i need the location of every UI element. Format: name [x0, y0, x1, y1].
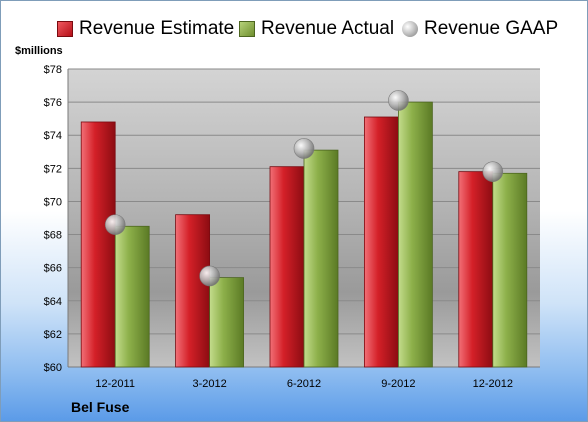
x-tick-label: 12-2011 — [95, 378, 135, 390]
y-tick-label: $68 — [44, 230, 62, 242]
y-tick-label: $66 — [44, 263, 62, 275]
bar-revenue-estimate — [458, 171, 494, 368]
x-tick-label: 9-2012 — [381, 378, 415, 390]
y-tick-label: $64 — [44, 296, 62, 308]
bar-revenue-estimate — [175, 214, 211, 368]
marker-revenue-gaap — [482, 161, 504, 182]
bar-revenue-actual — [209, 277, 245, 368]
legend-item-revenue-estimate: Revenue Estimate — [57, 15, 234, 43]
bar-revenue-actual — [114, 225, 150, 368]
x-tick-label: 6-2012 — [287, 378, 321, 390]
legend-swatch-gaap — [402, 21, 418, 37]
y-tick-label: $62 — [44, 329, 62, 341]
x-tick-label: 3-2012 — [192, 378, 226, 390]
marker-revenue-gaap — [104, 214, 126, 235]
marker-revenue-gaap — [388, 90, 409, 111]
company-label: Bel Fuse — [71, 399, 130, 415]
y-tick-label: $60 — [44, 362, 62, 374]
y-tick-label: $72 — [44, 163, 62, 175]
legend: Revenue Estimate Revenue Actual Revenue … — [1, 15, 587, 43]
bar-revenue-actual — [303, 149, 339, 368]
legend-swatch-estimate — [57, 21, 73, 37]
bar-revenue-actual — [492, 172, 528, 368]
bar-revenue-estimate — [80, 121, 116, 368]
marker-revenue-gaap — [199, 265, 220, 287]
y-axis-units-label: $millions — [15, 45, 63, 57]
x-tick-label: 12-2012 — [473, 378, 513, 390]
y-tick-label: $74 — [44, 130, 62, 142]
y-tick-label: $76 — [44, 97, 62, 109]
legend-swatch-actual — [239, 21, 255, 37]
bar-revenue-actual — [397, 101, 433, 368]
legend-item-revenue-gaap: Revenue GAAP — [402, 15, 558, 43]
bar-revenue-estimate — [269, 166, 305, 368]
marker-revenue-gaap — [293, 138, 315, 159]
legend-label-estimate: Revenue Estimate — [79, 18, 235, 39]
legend-label-actual: Revenue Actual — [261, 18, 395, 39]
legend-item-revenue-actual: Revenue Actual — [239, 15, 394, 43]
legend-label-gaap: Revenue GAAP — [424, 18, 559, 39]
y-tick-label: $78 — [44, 64, 62, 76]
y-tick-label: $70 — [44, 196, 62, 208]
bar-revenue-estimate — [363, 116, 399, 368]
